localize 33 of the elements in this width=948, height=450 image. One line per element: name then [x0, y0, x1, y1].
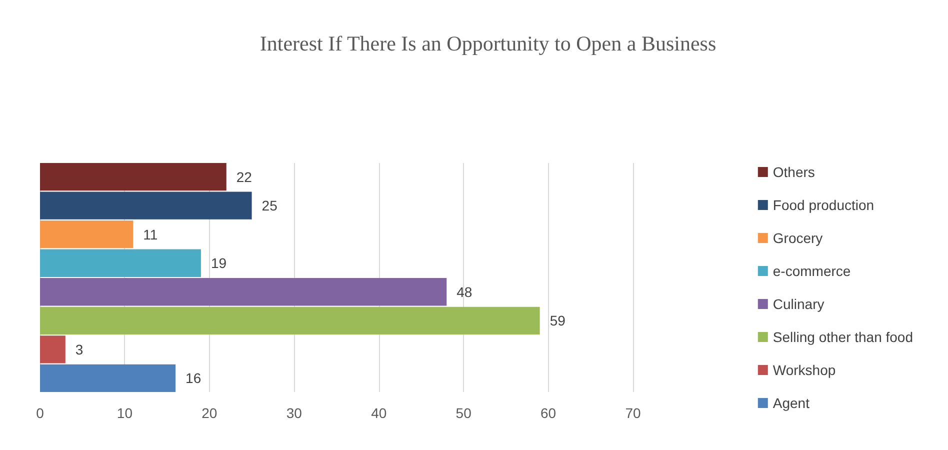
x-tick-label: 70	[625, 405, 641, 421]
legend-label: e-commerce	[772, 263, 851, 279]
bar	[40, 336, 66, 364]
x-tick-label: 10	[116, 405, 133, 421]
bar	[40, 278, 447, 306]
data-label: 48	[456, 284, 472, 300]
legend-label: Culinary	[772, 296, 824, 312]
data-label: 59	[550, 312, 566, 329]
bar	[40, 364, 176, 392]
x-tick-label: 30	[286, 405, 302, 421]
bar	[40, 249, 201, 277]
x-tick-label: 20	[202, 405, 218, 421]
bar	[40, 306, 540, 334]
legend-label: Agent	[772, 395, 810, 411]
bar	[40, 163, 226, 191]
x-tick-label: 60	[540, 405, 556, 421]
legend-label: Others	[772, 164, 815, 180]
chart-title: Interest If There Is an Opportunity to Open a Business	[260, 32, 716, 56]
data-label: 22	[236, 168, 252, 185]
data-label: 3	[75, 341, 84, 358]
data-label: 19	[210, 255, 227, 272]
x-tick-label: 50	[456, 405, 472, 421]
legend-label: Grocery	[772, 230, 823, 246]
bar	[40, 220, 134, 248]
legend-label: Workshop	[772, 362, 836, 378]
data-label: 16	[186, 370, 202, 386]
x-tick-label: 0	[36, 405, 44, 421]
legend-label: Selling other than food	[772, 329, 914, 345]
x-tick-label: 40	[371, 405, 387, 421]
legend-label: Food production	[772, 197, 874, 213]
data-label: 11	[143, 226, 158, 242]
bar	[40, 192, 252, 220]
data-label: 25	[262, 198, 278, 214]
